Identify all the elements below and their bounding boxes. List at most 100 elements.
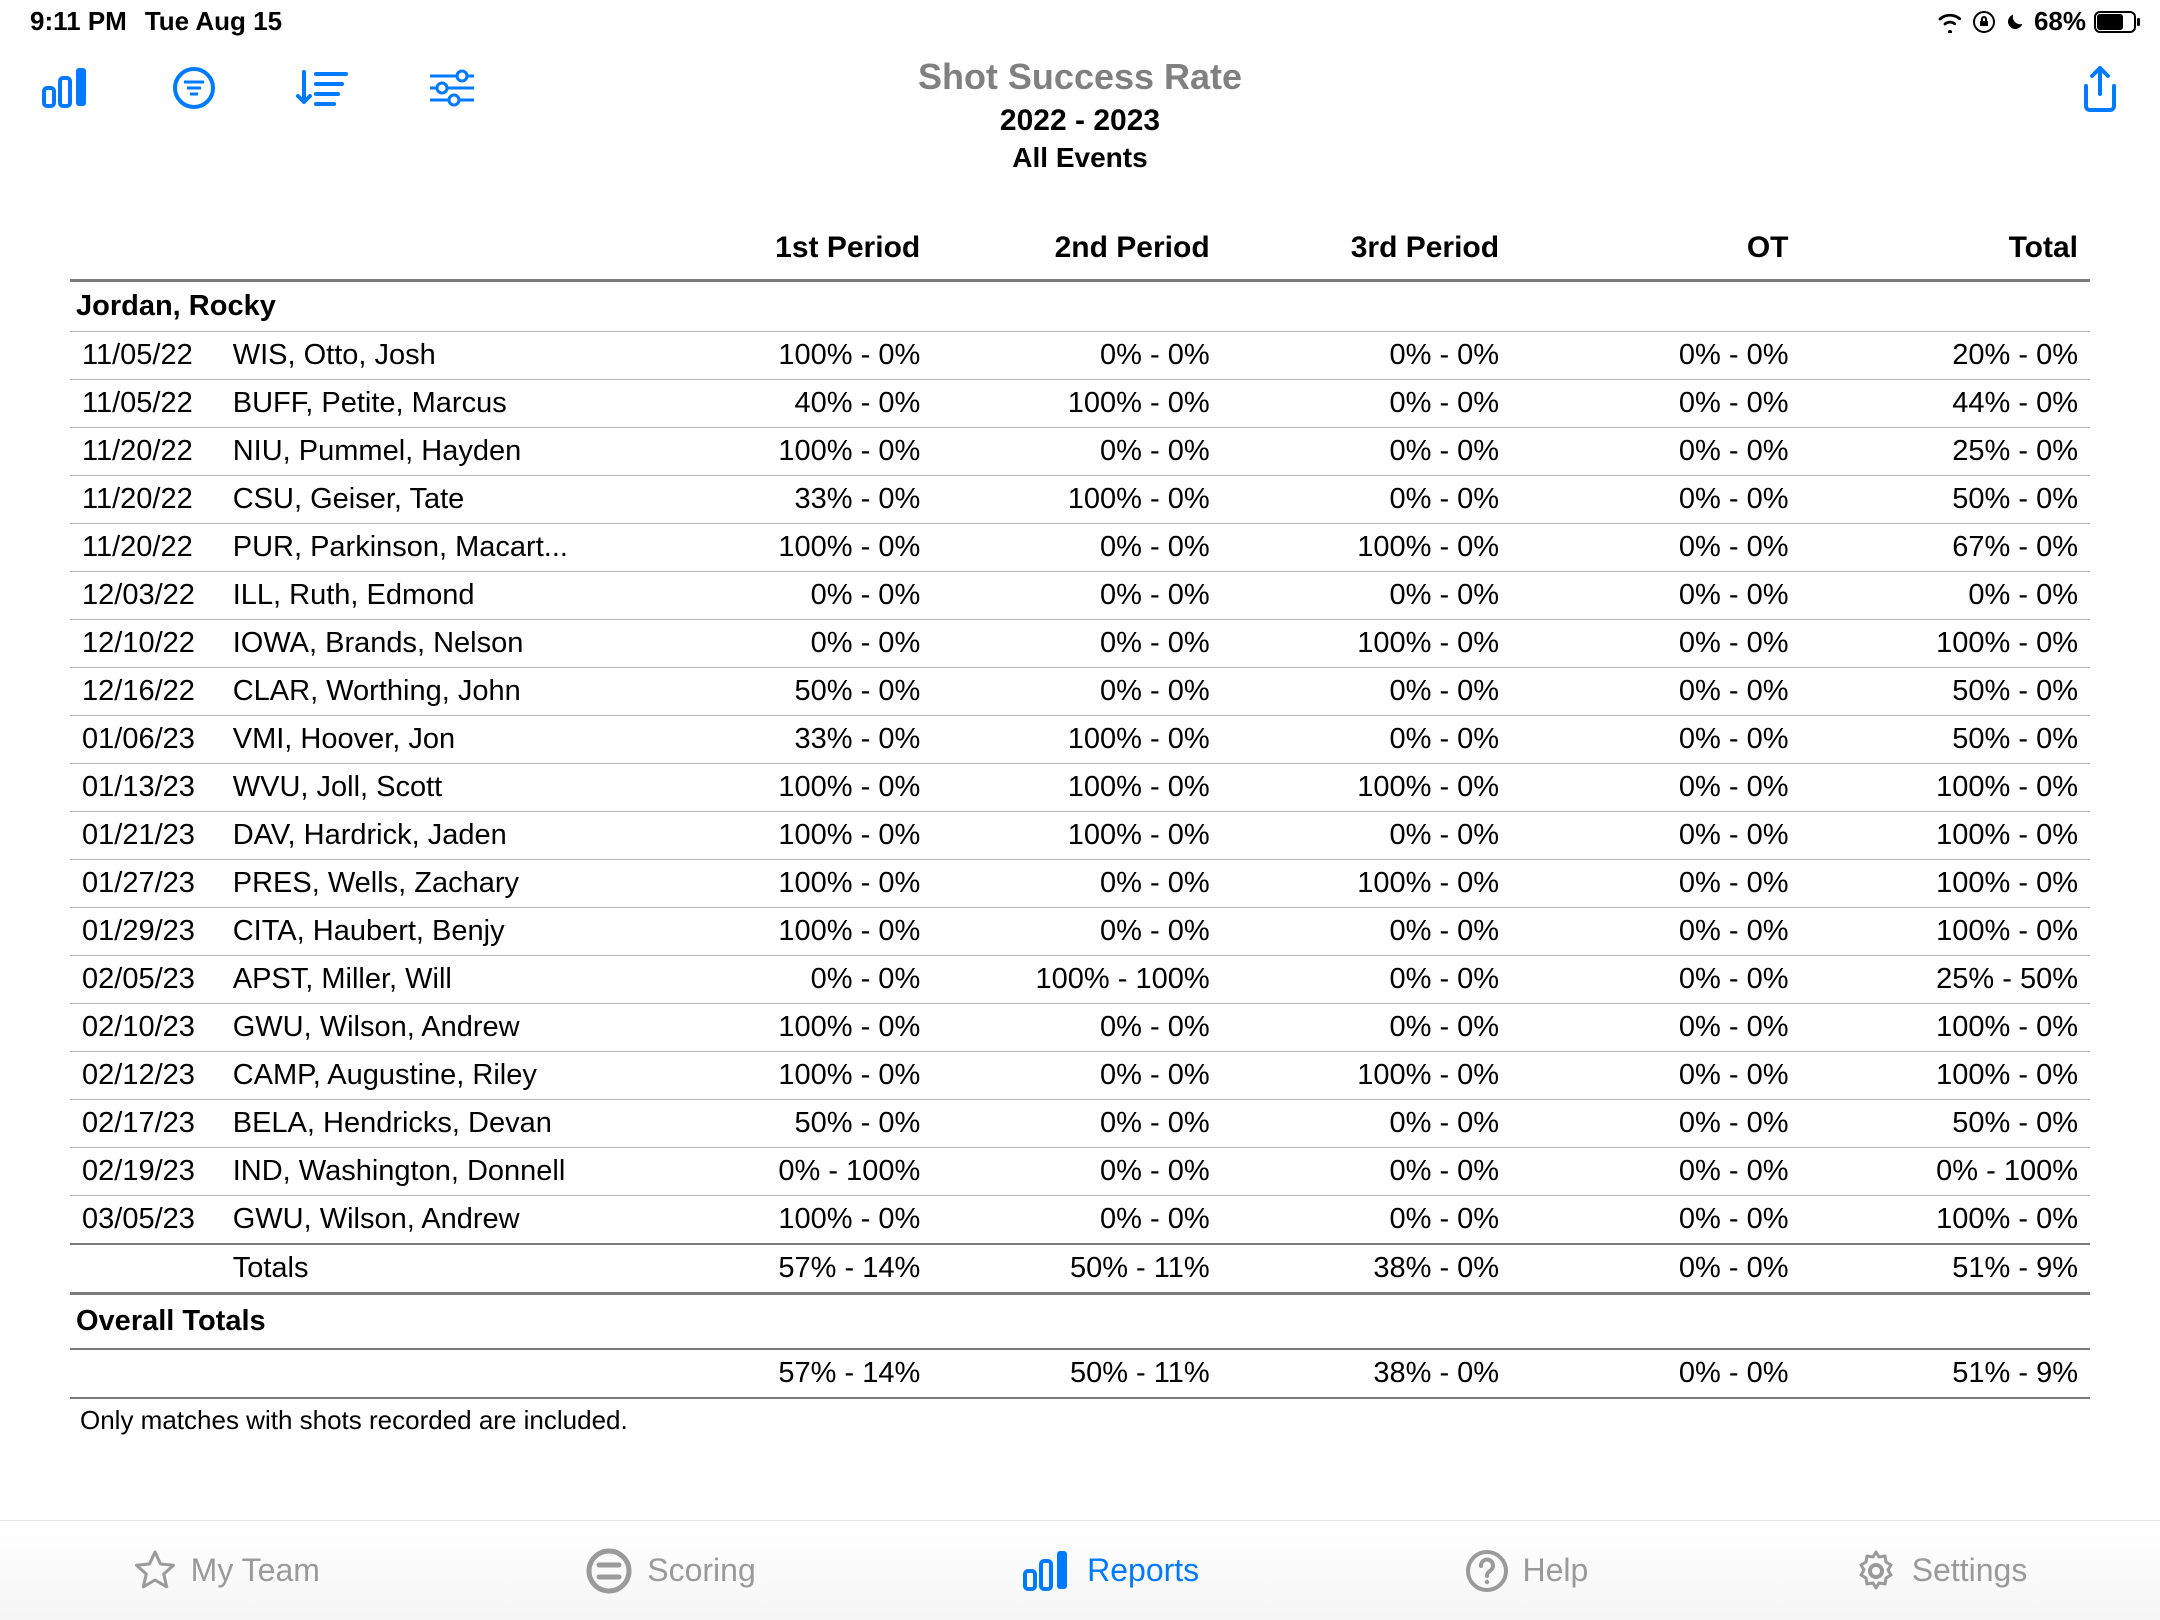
- cell-opponent: CITA, Haubert, Benjy: [221, 908, 643, 956]
- cell-opponent: IND, Washington, Donnell: [221, 1148, 643, 1196]
- cell-ot: 0% - 0%: [1511, 956, 1800, 1004]
- star-icon: [133, 1549, 177, 1593]
- table-row[interactable]: 02/10/23GWU, Wilson, Andrew100% - 0%0% -…: [70, 1004, 2090, 1052]
- share-button[interactable]: [2080, 89, 2120, 120]
- cell-date: 11/20/22: [70, 428, 221, 476]
- table-row[interactable]: 02/05/23APST, Miller, Will0% - 0%100% - …: [70, 956, 2090, 1004]
- table-row[interactable]: 02/12/23CAMP, Augustine, Riley100% - 0%0…: [70, 1052, 2090, 1100]
- table-row[interactable]: 01/27/23PRES, Wells, Zachary 100% - 0%0% …: [70, 860, 2090, 908]
- tab-scoring[interactable]: Scoring: [585, 1547, 756, 1595]
- cell-p3: 0% - 0%: [1222, 572, 1511, 620]
- cell-p1: 33% - 0%: [643, 476, 932, 524]
- col-1st-period: 1st Period: [643, 221, 932, 281]
- cell-p3: 0% - 0%: [1222, 668, 1511, 716]
- cell-p1: 100% - 0%: [643, 1004, 932, 1052]
- table-row[interactable]: 11/20/22PUR, Parkinson, Macart...100% - …: [70, 524, 2090, 572]
- cell-total: 20% - 0%: [1801, 332, 2091, 380]
- cell-date: 11/20/22: [70, 476, 221, 524]
- cell-opponent: VMI, Hoover, Jon: [221, 716, 643, 764]
- status-time: 9:11 PM: [30, 6, 127, 37]
- table-row[interactable]: 01/06/23VMI, Hoover, Jon33% - 0%100% - 0…: [70, 716, 2090, 764]
- cell-p3: 100% - 0%: [1222, 860, 1511, 908]
- cell-p3: 100% - 0%: [1222, 1052, 1511, 1100]
- table-row[interactable]: 11/05/22BUFF, Petite, Marcus40% - 0%100%…: [70, 380, 2090, 428]
- cell-p2: 50% - 11%: [932, 1349, 1221, 1398]
- table-row[interactable]: 12/10/22IOWA, Brands, Nelson0% - 0%0% - …: [70, 620, 2090, 668]
- cell-p2: 0% - 0%: [932, 1148, 1221, 1196]
- tab-my-team[interactable]: My Team: [133, 1549, 320, 1593]
- cell-date: 01/27/23: [70, 860, 221, 908]
- col-total: Total: [1801, 221, 2091, 281]
- cell-p3: 100% - 0%: [1222, 524, 1511, 572]
- table-row[interactable]: 01/21/23DAV, Hardrick, Jaden100% - 0%100…: [70, 812, 2090, 860]
- cell-ot: 0% - 0%: [1511, 716, 1800, 764]
- cell-opponent: PRES, Wells, Zachary: [221, 860, 643, 908]
- cell-total: 100% - 0%: [1801, 1052, 2091, 1100]
- cell-p1: 100% - 0%: [643, 812, 932, 860]
- cell-ot: 0% - 0%: [1511, 1244, 1800, 1294]
- cell-p2: 0% - 0%: [932, 1052, 1221, 1100]
- cell-p1: 100% - 0%: [643, 908, 932, 956]
- cell-opponent: ILL, Ruth, Edmond: [221, 572, 643, 620]
- cell-p2: 0% - 0%: [932, 620, 1221, 668]
- cell-p3: 100% - 0%: [1222, 764, 1511, 812]
- cell-p1: 100% - 0%: [643, 1196, 932, 1245]
- table-row[interactable]: 02/17/23BELA, Hendricks, Devan50% - 0%0%…: [70, 1100, 2090, 1148]
- share-icon: [2080, 66, 2120, 114]
- table-row[interactable]: 03/05/23GWU, Wilson, Andrew100% - 0%0% -…: [70, 1196, 2090, 1245]
- cell-total: 50% - 0%: [1801, 476, 2091, 524]
- table-row[interactable]: 11/20/22CSU, Geiser, Tate33% - 0%100% - …: [70, 476, 2090, 524]
- cell-p2: 0% - 0%: [932, 668, 1221, 716]
- cell-p3: 0% - 0%: [1222, 1004, 1511, 1052]
- overall-header-row: Overall Totals: [70, 1294, 2090, 1350]
- help-icon: [1465, 1549, 1509, 1593]
- cell-opponent: BELA, Hendricks, Devan: [221, 1100, 643, 1148]
- table-row[interactable]: 01/29/23CITA, Haubert, Benjy100% - 0%0% …: [70, 908, 2090, 956]
- table-row[interactable]: 11/05/22WIS, Otto, Josh100% - 0%0% - 0%0…: [70, 332, 2090, 380]
- cell-p3: 100% - 0%: [1222, 620, 1511, 668]
- cell-ot: 0% - 0%: [1511, 860, 1800, 908]
- cell-p2: 0% - 0%: [932, 428, 1221, 476]
- table-row[interactable]: 02/19/23IND, Washington, Donnell0% - 100…: [70, 1148, 2090, 1196]
- cell-p2: 0% - 0%: [932, 1100, 1221, 1148]
- cell-total: 0% - 0%: [1801, 572, 2091, 620]
- cell-p3: 38% - 0%: [1222, 1349, 1511, 1398]
- cell-p3: 0% - 0%: [1222, 812, 1511, 860]
- cell-opponent: GWU, Wilson, Andrew: [221, 1196, 643, 1245]
- table-row[interactable]: 12/03/22ILL, Ruth, Edmond0% - 0%0% - 0%0…: [70, 572, 2090, 620]
- cell-date: 02/10/23: [70, 1004, 221, 1052]
- cell-total: 100% - 0%: [1801, 1004, 2091, 1052]
- cell-empty: [221, 1349, 643, 1398]
- tab-help[interactable]: Help: [1465, 1549, 1589, 1593]
- cell-total: 51% - 9%: [1801, 1244, 2091, 1294]
- table-row[interactable]: 12/16/22CLAR, Worthing, John50% - 0%0% -…: [70, 668, 2090, 716]
- table-row[interactable]: 11/20/22NIU, Pummel, Hayden100% - 0%0% -…: [70, 428, 2090, 476]
- cell-p3: 0% - 0%: [1222, 1148, 1511, 1196]
- cell-empty: [70, 1244, 221, 1294]
- status-right: 68%: [1936, 6, 2140, 37]
- cell-p1: 40% - 0%: [643, 380, 932, 428]
- wifi-icon: [1936, 11, 1964, 33]
- player-name: Jordan, Rocky: [70, 281, 2090, 332]
- tab-settings[interactable]: Settings: [1854, 1549, 2028, 1593]
- cell-date: 03/05/23: [70, 1196, 221, 1245]
- cell-ot: 0% - 0%: [1511, 332, 1800, 380]
- cell-p2: 100% - 0%: [932, 380, 1221, 428]
- cell-p1: 33% - 0%: [643, 716, 932, 764]
- cell-p2: 100% - 0%: [932, 476, 1221, 524]
- cell-p3: 0% - 0%: [1222, 908, 1511, 956]
- tab-reports[interactable]: Reports: [1021, 1549, 1199, 1593]
- moon-icon: [2004, 11, 2026, 33]
- cell-date: 01/06/23: [70, 716, 221, 764]
- report-table: 1st Period 2nd Period 3rd Period OT Tota…: [70, 221, 2090, 1399]
- overall-label: Overall Totals: [70, 1294, 2090, 1350]
- cell-ot: 0% - 0%: [1511, 428, 1800, 476]
- cell-p3: 38% - 0%: [1222, 1244, 1511, 1294]
- cell-opponent: WIS, Otto, Josh: [221, 332, 643, 380]
- cell-p1: 50% - 0%: [643, 668, 932, 716]
- cell-total: 51% - 9%: [1801, 1349, 2091, 1398]
- cell-ot: 0% - 0%: [1511, 668, 1800, 716]
- battery-icon: [2094, 11, 2140, 33]
- table-row[interactable]: 01/13/23WVU, Joll, Scott100% - 0%100% - …: [70, 764, 2090, 812]
- cell-ot: 0% - 0%: [1511, 1100, 1800, 1148]
